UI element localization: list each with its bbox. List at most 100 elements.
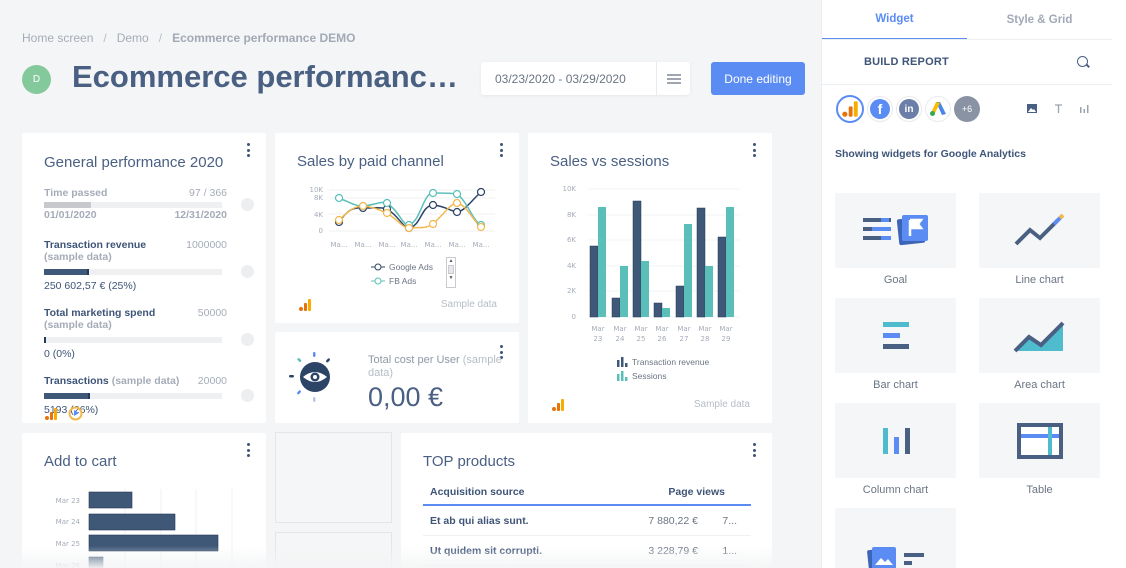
breadcrumb-current: Ecommerce performance DEMO — [172, 31, 356, 45]
widget-tile-column-chart[interactable]: Column chart — [835, 403, 956, 498]
goal-value: 250 602,57 € (25%) — [44, 280, 137, 292]
goal-label: Total marketing spend — [44, 307, 156, 319]
widget-menu-icon[interactable] — [246, 143, 250, 157]
widget-menu-icon[interactable] — [752, 443, 756, 457]
page-title[interactable]: Ecommerce performance DEMO — [72, 59, 467, 94]
more-sources-button[interactable]: +6 — [954, 96, 980, 122]
done-editing-button[interactable]: Done editing — [711, 62, 805, 95]
widget-tile-label: Line chart — [1015, 274, 1064, 286]
goal-target: 1000000 — [186, 239, 227, 251]
avatar[interactable]: D — [22, 65, 51, 94]
widget-tile-table[interactable]: Table — [979, 403, 1100, 498]
goal-icon — [68, 406, 83, 421]
widget-tile-image[interactable] — [835, 508, 956, 568]
toggle-dot[interactable] — [241, 389, 254, 402]
general-performance-widget[interactable]: General performance 2020 Time passed 97 /… — [22, 133, 266, 423]
image-icon[interactable] — [1027, 104, 1037, 113]
svg-text:28: 28 — [701, 335, 710, 343]
widget-menu-icon[interactable] — [752, 143, 756, 157]
legend-item[interactable]: FB Ads — [371, 274, 433, 288]
cell-extra: 7... — [722, 515, 737, 527]
legend-item[interactable]: Sessions — [617, 369, 709, 383]
widget-menu-icon[interactable] — [499, 345, 503, 359]
goal-value: 0 (0%) — [44, 348, 75, 360]
top-products-widget[interactable]: TOP products Acquisition source Page vie… — [401, 433, 772, 568]
source-linkedin[interactable]: in — [896, 96, 922, 122]
chart-legend: Google Ads FB Ads — [371, 260, 433, 288]
chart-icon[interactable] — [1080, 104, 1089, 113]
search-icon[interactable] — [1076, 55, 1090, 69]
widget-tile-label: Bar chart — [873, 379, 918, 391]
breadcrumb-separator: / — [103, 31, 107, 45]
add-to-cart-widget[interactable]: Add to cart Mar 23 Mar 24 Mar 25 Mar 26 — [22, 433, 266, 568]
breadcrumb: Home screen / Demo / Ecommerce performan… — [22, 31, 355, 45]
date-menu-button[interactable] — [656, 62, 690, 95]
cell-value: 3 228,79 € — [648, 545, 698, 557]
sales-by-channel-widget[interactable]: Sales by paid channel 10K 8K 4K 0 Ma... M… — [275, 133, 519, 323]
cell-value: 7 880,22 € — [648, 515, 698, 527]
source-facebook[interactable]: f — [867, 96, 893, 122]
widget-title: Sales vs sessions — [550, 153, 670, 170]
column-header[interactable]: Page views — [668, 486, 725, 498]
widget-menu-icon[interactable] — [246, 443, 250, 457]
line-chart: 10K 8K 4K 0 Ma... Ma... Ma... Ma... Ma... Ma.… — [310, 186, 495, 249]
column-chart: 10K 8K 6K 4K 2K 0 Mar 23 Mar 24 Mar 25 Mar 26 Mar… — [563, 185, 740, 343]
sample-data-label: Sample data — [440, 299, 497, 310]
svg-text:Ma...: Ma... — [472, 241, 489, 249]
breadcrumb-home[interactable]: Home screen — [22, 31, 94, 45]
column-legend-icon — [617, 371, 628, 381]
google-analytics-icon — [842, 101, 858, 117]
svg-text:Mar 26: Mar 26 — [56, 562, 81, 568]
source-google-analytics[interactable] — [836, 95, 864, 123]
source-google-ads[interactable] — [925, 96, 951, 122]
widget-tile-label: Column chart — [862, 484, 929, 496]
eye-icon — [289, 352, 330, 402]
svg-text:23: 23 — [594, 335, 603, 343]
goal-progress-bar — [44, 333, 254, 346]
widget-tile-area-chart[interactable]: Area chart — [979, 298, 1100, 393]
widget-title: Sales by paid channel — [297, 153, 444, 170]
table-row[interactable]: Ut quidem sit corrupti. 3 228,79 € 1... — [423, 536, 751, 566]
widget-tile-goal[interactable]: Goal — [835, 193, 956, 288]
svg-text:Ma...: Ma... — [330, 241, 347, 249]
widget-tile-line-chart[interactable]: Line chart — [979, 193, 1100, 288]
svg-text:29: 29 — [722, 335, 731, 343]
empty-widget-slot[interactable] — [275, 532, 392, 568]
sales-vs-sessions-widget[interactable]: Sales vs sessions 10K 8K 6K 4K 2K 0 Mar 23 Mar… — [528, 133, 772, 423]
table-row[interactable]: Et ab qui alias sunt. 7 880,22 € 7... — [423, 506, 751, 536]
start-date: 01/01/2020 — [44, 209, 97, 221]
legend-scrollbar[interactable]: ▲ ▼ — [446, 257, 456, 288]
svg-text:Mar: Mar — [591, 325, 604, 333]
toggle-dot[interactable] — [241, 198, 254, 211]
legend-label: Sessions — [632, 371, 667, 381]
svg-text:Ma...: Ma... — [354, 241, 371, 249]
date-range-picker[interactable]: 03/23/2020 - 03/29/2020 — [481, 62, 690, 95]
toggle-dot[interactable] — [241, 265, 254, 278]
data-source-list: f in +6 — [836, 95, 980, 123]
hamburger-icon — [666, 73, 681, 84]
empty-widget-slot[interactable] — [275, 432, 392, 523]
toggle-dot[interactable] — [241, 333, 254, 346]
breadcrumb-separator: / — [158, 31, 163, 45]
widget-title: Add to cart — [44, 453, 117, 470]
legend-item[interactable]: Transaction revenue — [617, 355, 709, 369]
widget-title: General performance 2020 — [44, 154, 224, 171]
breadcrumb-demo[interactable]: Demo — [116, 31, 149, 45]
tab-style-grid[interactable]: Style & Grid — [1006, 13, 1073, 26]
widget-menu-icon[interactable] — [499, 143, 503, 157]
legend-label: Transaction revenue — [632, 357, 710, 367]
widget-tile-label: Goal — [883, 274, 908, 286]
widget-type-filters — [1027, 104, 1089, 113]
widget-tile-bar-chart[interactable]: Bar chart — [835, 298, 956, 393]
cost-per-user-widget[interactable]: Total cost per User (sample data) 0,00 € — [275, 332, 519, 423]
tab-widget[interactable]: Widget — [822, 0, 967, 39]
svg-text:26: 26 — [658, 335, 667, 343]
column-header[interactable]: Acquisition source — [430, 486, 525, 498]
legend-item[interactable]: Google Ads — [371, 260, 433, 274]
svg-text:4K: 4K — [314, 211, 323, 219]
goal-target: 20000 — [197, 375, 227, 387]
products-table: Acquisition source Page views Et ab qui … — [423, 481, 751, 566]
cost-per-user-value: 0,00 € — [368, 382, 444, 412]
text-icon[interactable] — [1054, 104, 1063, 113]
date-range-value[interactable]: 03/23/2020 - 03/29/2020 — [495, 71, 626, 86]
